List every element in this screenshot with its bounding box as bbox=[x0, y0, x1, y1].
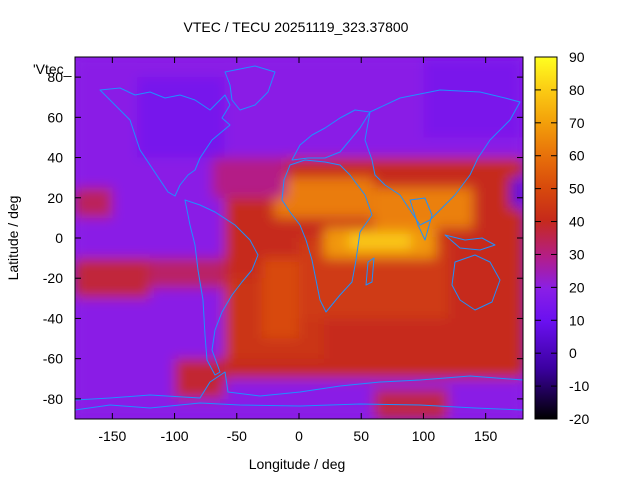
heat-region-15 bbox=[423, 57, 523, 138]
heat-region-9 bbox=[373, 187, 474, 228]
coastline-antarctica bbox=[75, 371, 523, 411]
x-tick-label: -50 bbox=[227, 428, 247, 444]
heat-region-17 bbox=[373, 388, 449, 419]
y-tick-label: 0 bbox=[55, 230, 63, 246]
coastline-madagascar bbox=[365, 257, 375, 286]
y-tick-label: -20 bbox=[43, 270, 63, 286]
colorbar-tick-label: -10 bbox=[569, 378, 589, 394]
colorbar-tick-label: 40 bbox=[569, 214, 585, 230]
heat-region-14 bbox=[137, 77, 225, 158]
heat-region-12 bbox=[261, 258, 299, 339]
coastline-indonesia bbox=[444, 234, 496, 251]
coastline-greenland bbox=[224, 65, 276, 111]
heat-region-2 bbox=[75, 258, 150, 299]
heat-region-16 bbox=[510, 177, 523, 208]
x-axis-ticks: -150 -100 -50 0 50 100 150 bbox=[98, 57, 498, 444]
colorbar-tick-label: 50 bbox=[569, 181, 585, 197]
colorbar-tick-label: 20 bbox=[569, 279, 585, 295]
colorbar-tick-label: 70 bbox=[569, 115, 585, 131]
coastlines bbox=[75, 65, 523, 411]
heat-region-8 bbox=[274, 177, 374, 218]
x-tick-label: 150 bbox=[474, 428, 498, 444]
chart-title: VTEC / TECU 20251119_323.37800 bbox=[184, 19, 409, 35]
y-axis-label: Latitude / deg bbox=[5, 196, 21, 281]
heat-region-5 bbox=[174, 358, 225, 399]
colorbar-tick-label: 80 bbox=[569, 82, 585, 98]
colorbar-tick-label: 30 bbox=[569, 246, 585, 262]
x-tick-label: 0 bbox=[295, 428, 303, 444]
y-axis-ticks: -80 -60 -40 -20 0 20 40 60 80 bbox=[43, 69, 523, 407]
x-tick-label: 50 bbox=[353, 428, 369, 444]
colorbar-tick-label: 0 bbox=[569, 345, 577, 361]
heat-region-13 bbox=[211, 157, 287, 198]
x-axis-label: Longitude / deg bbox=[249, 456, 346, 472]
y-tick-label: -40 bbox=[43, 310, 63, 326]
y-tick-label: 80 bbox=[47, 69, 63, 85]
heat-region-3 bbox=[149, 258, 225, 289]
heat-region-1 bbox=[75, 187, 113, 218]
plot-area bbox=[75, 57, 523, 419]
coastline-south-america bbox=[184, 199, 259, 376]
colorbar-tick-label: 90 bbox=[569, 49, 585, 65]
y-tick-label: 40 bbox=[47, 150, 63, 166]
colorbar-ticks: -20 -10 0 10 20 30 40 50 60 70 80 90 bbox=[535, 49, 589, 427]
x-tick-label: 100 bbox=[412, 428, 436, 444]
x-tick-label: -100 bbox=[161, 428, 189, 444]
coastline-asia bbox=[364, 89, 521, 226]
y-tick-label: 20 bbox=[47, 190, 63, 206]
colorbar-tick-label: -20 bbox=[569, 411, 589, 427]
colorbar-tick-label: 60 bbox=[569, 148, 585, 164]
colorbar bbox=[534, 56, 558, 420]
heat-region-11 bbox=[348, 233, 411, 249]
y-tick-label: 60 bbox=[47, 109, 63, 125]
y-tick-label: -80 bbox=[43, 391, 63, 407]
x-tick-label: -150 bbox=[98, 428, 126, 444]
colorbar-tick-label: 10 bbox=[569, 312, 585, 328]
y-tick-label: -60 bbox=[43, 351, 63, 367]
coastline-africa bbox=[281, 159, 373, 313]
coastline-north-america bbox=[99, 87, 231, 197]
coastline-australia bbox=[451, 254, 501, 311]
legend-label: 'Vtec_ bbox=[33, 61, 72, 77]
coastline-india bbox=[409, 197, 433, 241]
